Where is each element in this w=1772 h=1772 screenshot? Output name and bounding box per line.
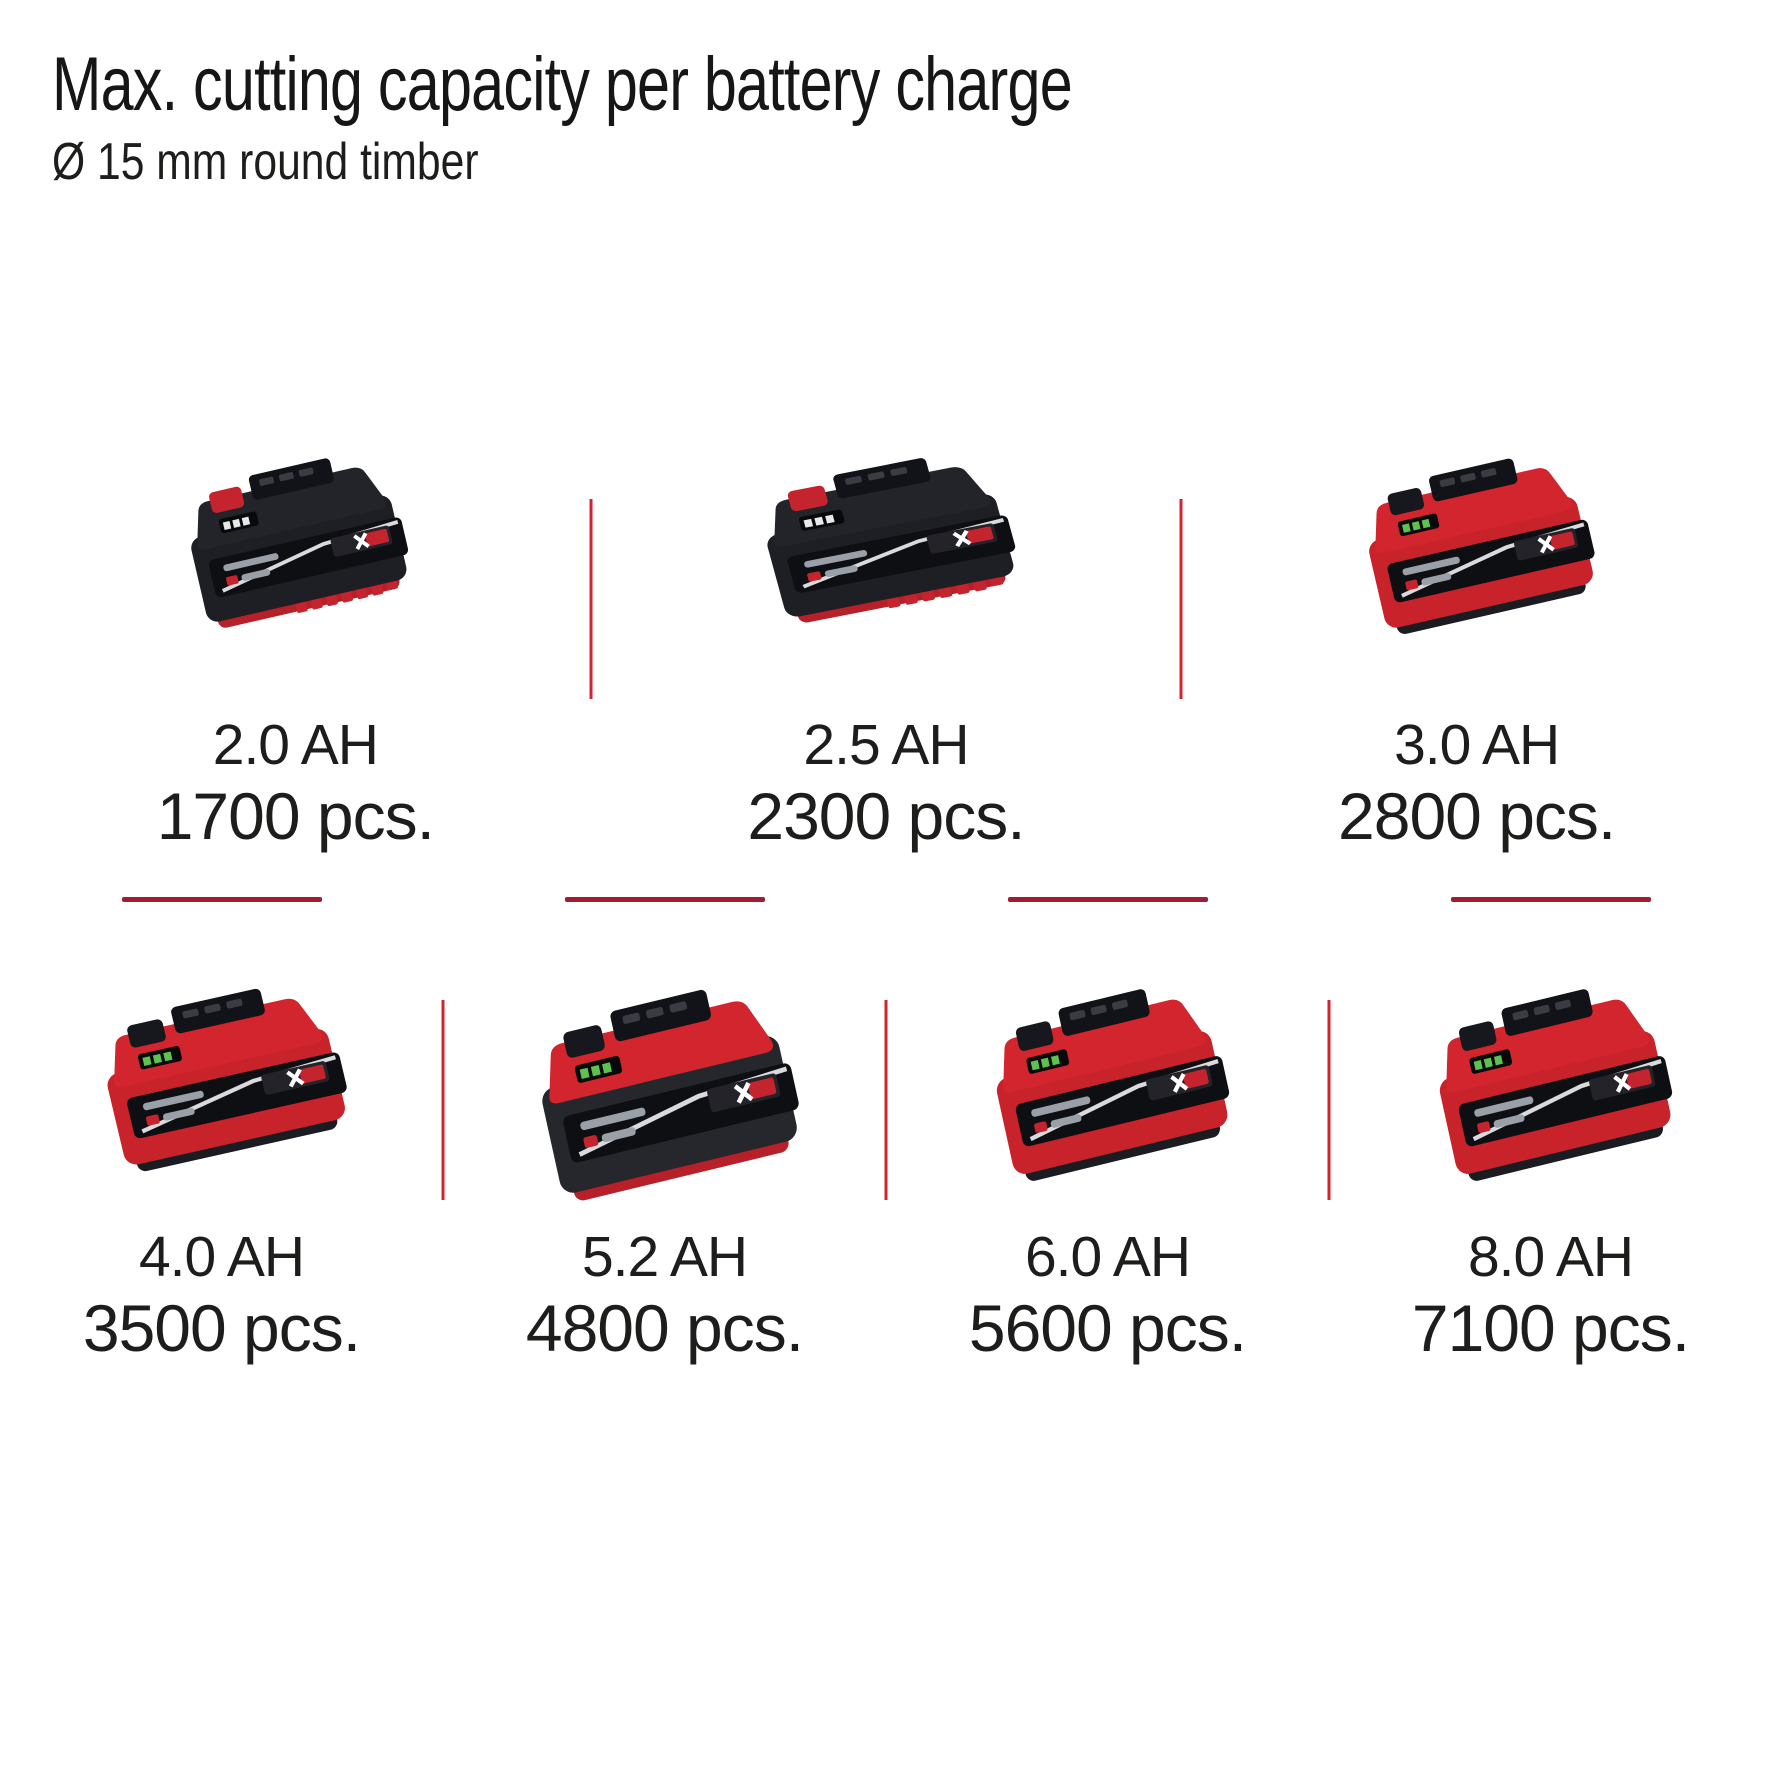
battery-photo — [742, 430, 1030, 710]
battery-pieces-label: 5600 pcs. — [968, 1290, 1247, 1365]
battery-3-0ah-icon — [1368, 458, 1595, 634]
column-divider-line — [1327, 1000, 1331, 1200]
battery-pieces-label: 3500 pcs. — [82, 1290, 361, 1365]
battery-pieces-label: 2300 pcs. — [747, 778, 1025, 853]
battery-item-2-0-ah: 2.0 AH 1700 pcs. — [0, 430, 591, 851]
battery-pieces-label: 2800 pcs. — [1338, 778, 1616, 853]
row-divider-line — [1007, 897, 1208, 902]
battery-photo — [83, 960, 361, 1222]
battery-pieces-label: 1700 pcs. — [156, 778, 435, 853]
battery-capacity-label: 3.0 AH — [1394, 713, 1560, 777]
column-divider-line — [884, 1000, 888, 1200]
row-divider-line — [1450, 897, 1651, 902]
battery-capacity-label: 2.5 AH — [803, 713, 969, 777]
battery-capacity-label: 5.2 AH — [581, 1225, 748, 1289]
battery-2-5ah-icon — [767, 458, 1016, 623]
battery-capacity-label: 6.0 AH — [1024, 1225, 1191, 1289]
battery-8-0ah-icon — [1439, 989, 1672, 1181]
header: Max. cutting capacity per battery charge… — [52, 46, 1360, 188]
battery-item-3-0-ah: 3.0 AH 2800 pcs. — [1181, 430, 1772, 851]
battery-item-2-5-ah: 2.5 AH 2300 pcs. — [591, 430, 1182, 851]
battery-6-0ah-icon — [996, 989, 1229, 1181]
battery-photo — [169, 430, 421, 710]
page-subtitle: Ø 15 mm round timber — [52, 132, 479, 191]
battery-photo — [973, 960, 1243, 1222]
battery-photo — [516, 960, 814, 1222]
row-separator — [0, 897, 1772, 902]
battery-item-8-0-ah: 8.0 AH 7100 pcs. — [1329, 960, 1772, 1363]
battery-2-0ah-icon — [191, 458, 409, 628]
battery-pieces-label: 4800 pcs. — [525, 1290, 804, 1365]
battery-pieces-label: 7100 pcs. — [1411, 1290, 1690, 1365]
row-divider-line — [121, 897, 322, 902]
battery-item-4-0-ah: 4.0 AH 3500 pcs. — [0, 960, 443, 1363]
row-divider-line — [564, 897, 765, 902]
page-title: Max. cutting capacity per battery charge — [52, 42, 1073, 127]
battery-item-5-2-ah: 5.2 AH 4800 pcs. — [443, 960, 886, 1363]
battery-photo — [1416, 960, 1686, 1222]
battery-photo — [1346, 430, 1608, 710]
battery-4-0ah-icon — [107, 988, 347, 1172]
battery-item-6-0-ah: 6.0 AH 5600 pcs. — [886, 960, 1329, 1363]
battery-row-1: 2.0 AH 1700 pcs. — [0, 430, 1772, 851]
battery-5-2ah-icon — [541, 989, 799, 1201]
battery-capacity-label: 2.0 AH — [212, 713, 379, 777]
battery-capacity-label: 4.0 AH — [138, 1225, 305, 1289]
battery-capacity-label: 8.0 AH — [1467, 1225, 1634, 1289]
battery-row-2: 4.0 AH 3500 pcs. — [0, 960, 1772, 1363]
column-divider-line — [441, 1000, 445, 1200]
column-divider-line — [589, 499, 593, 699]
column-divider-line — [1179, 499, 1183, 699]
